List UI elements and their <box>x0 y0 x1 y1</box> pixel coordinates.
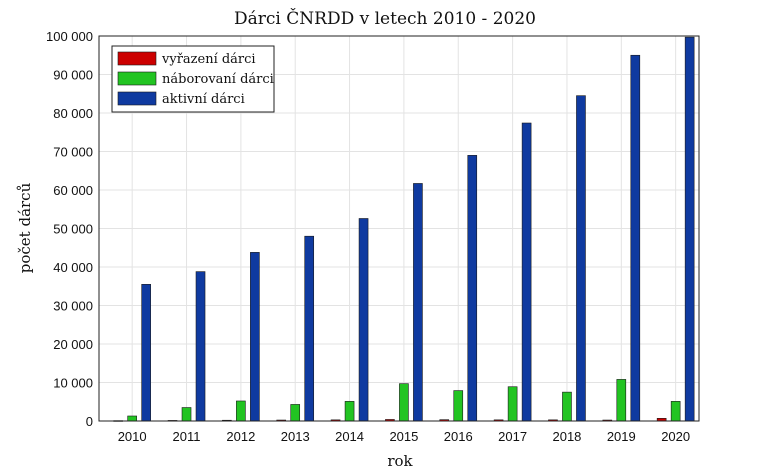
y-tick-label: 80 000 <box>53 106 93 121</box>
x-tick-label: 2020 <box>661 429 690 444</box>
y-tick-label: 60 000 <box>53 183 93 198</box>
x-axis-ticks: 2010 2011 2012 2013 2014 2015 2016 2017 2018 2019… <box>118 429 690 444</box>
y-tick-label: 50 000 <box>53 222 93 237</box>
bar-recruited-2018 <box>562 391 572 422</box>
legend-label: náborovaní dárci <box>162 72 274 87</box>
y-tick-label: 10 000 <box>53 376 93 391</box>
bar-active-2014 <box>358 218 369 422</box>
bars <box>113 36 695 422</box>
y-axis-ticks: 0 10 000 20 000 30 000 40 000 50 000 60 000 70 … <box>46 29 93 429</box>
bar-active-2011 <box>195 271 206 422</box>
bar-active-2016 <box>467 155 478 422</box>
bar-recruited-2014 <box>344 401 355 422</box>
y-tick-label: 70 000 <box>53 145 93 160</box>
x-tick-label: 2014 <box>335 429 364 444</box>
y-tick-label: 40 000 <box>53 260 93 275</box>
x-tick-label: 2010 <box>118 429 147 444</box>
y-tick-label: 90 000 <box>53 68 93 83</box>
bar-active-2020 <box>684 36 695 422</box>
x-tick-label: 2015 <box>389 429 418 444</box>
bar-recruited-2015 <box>399 383 409 422</box>
bar-recruited-2020 <box>670 401 681 422</box>
x-tick-label: 2011 <box>173 429 201 444</box>
x-axis-label: rok <box>387 452 413 470</box>
x-tick-label: 2013 <box>281 429 310 444</box>
legend-swatch <box>117 71 157 86</box>
legend: vyřazení dárci náborovaní dárci aktivní dá… <box>111 45 275 113</box>
bar-active-2012 <box>250 252 260 422</box>
bar-active-2017 <box>521 122 532 422</box>
legend-label: aktivní dárci <box>162 92 245 107</box>
x-tick-label: 2016 <box>444 429 473 444</box>
y-axis-label: počet dárců <box>16 182 34 273</box>
x-tick-label: 2019 <box>607 429 636 444</box>
legend-swatch <box>117 91 157 106</box>
bar-active-2015 <box>413 183 423 422</box>
bar-recruited-2013 <box>290 404 301 422</box>
x-tick-label: 2012 <box>226 429 255 444</box>
plot-frame <box>98 35 700 422</box>
bar-active-2018 <box>576 95 586 422</box>
x-tick-label: 2017 <box>498 429 527 444</box>
chart-title: Dárci ČNRDD v letech 2010 - 2020 <box>234 8 536 29</box>
bar-recruited-2010 <box>127 415 137 422</box>
bar-recruited-2017 <box>507 386 518 422</box>
legend-swatch <box>117 51 157 66</box>
bar-recruited-2019 <box>616 379 627 422</box>
y-tick-label: 30 000 <box>53 299 93 314</box>
bar-recruited-2012 <box>236 400 246 422</box>
legend-label: vyřazení dárci <box>161 52 256 67</box>
bar-active-2010 <box>141 284 151 422</box>
y-tick-label: 0 <box>86 414 93 429</box>
bar-active-2013 <box>304 235 315 422</box>
y-tick-label: 20 000 <box>53 337 93 352</box>
bar-active-2019 <box>630 54 641 422</box>
y-tick-label: 100 000 <box>46 29 93 44</box>
bar-recruited-2016 <box>453 390 464 422</box>
x-tick-label: 2018 <box>552 429 581 444</box>
bar-recruited-2011 <box>181 407 192 422</box>
